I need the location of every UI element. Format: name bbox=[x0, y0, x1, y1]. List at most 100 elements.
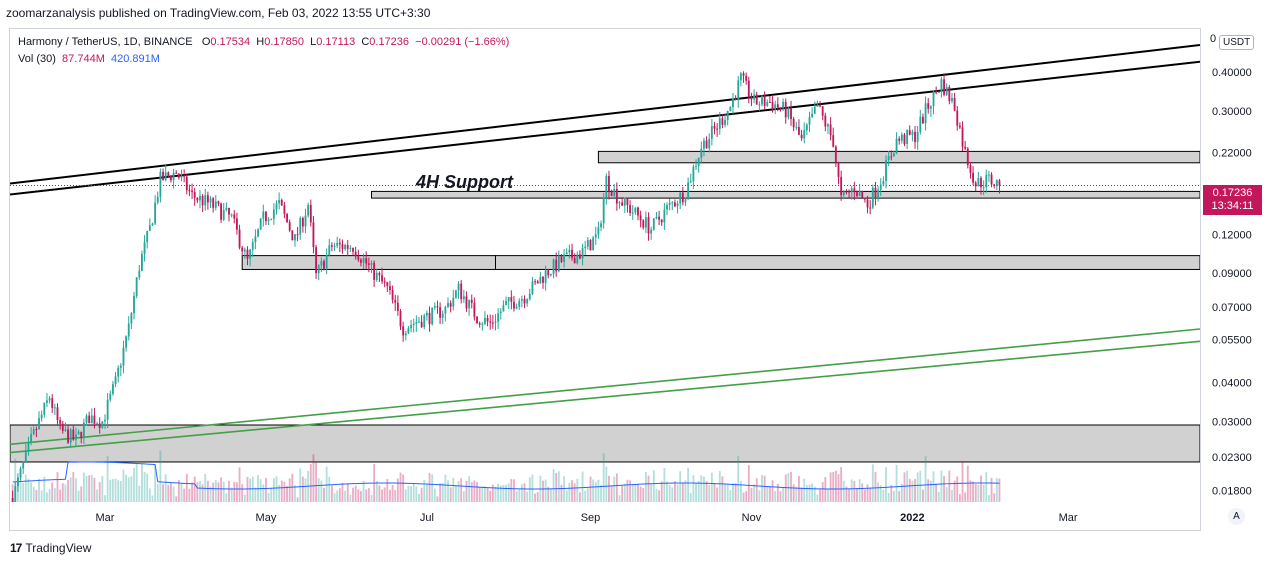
volume-bar bbox=[626, 479, 629, 502]
volume-bar bbox=[581, 471, 584, 502]
last-price-tag: 0.17236 13:34:11 bbox=[1203, 185, 1262, 215]
volume-bar bbox=[784, 474, 787, 502]
volume-bar bbox=[790, 471, 792, 502]
volume-bar bbox=[354, 485, 357, 502]
candle-body bbox=[228, 207, 230, 215]
volume-bar bbox=[710, 472, 713, 502]
volume-bar bbox=[93, 477, 96, 502]
volume-bar bbox=[486, 487, 489, 502]
candle-body bbox=[890, 156, 893, 158]
volume-bar bbox=[188, 488, 191, 502]
volume-bar bbox=[156, 483, 159, 502]
volume-bar bbox=[193, 476, 196, 502]
candle-body bbox=[990, 174, 993, 185]
volume-bar bbox=[805, 485, 808, 502]
volume-bar bbox=[845, 486, 848, 502]
candle-body bbox=[98, 423, 101, 428]
volume-bar bbox=[449, 487, 452, 502]
volume-bar bbox=[109, 479, 112, 502]
candle-body bbox=[856, 192, 858, 197]
currency-button[interactable]: USDT bbox=[1219, 35, 1255, 50]
candle-body bbox=[945, 86, 948, 95]
chart-frame[interactable] bbox=[9, 28, 1201, 531]
candle-body bbox=[251, 242, 254, 250]
candle-body bbox=[330, 245, 333, 247]
volume-bar bbox=[776, 483, 779, 502]
volume-bar bbox=[861, 483, 864, 502]
volume-bar bbox=[615, 473, 618, 502]
volume-legend: Vol (30) 87.744M 420.891M bbox=[18, 53, 160, 65]
volume-bar bbox=[46, 492, 48, 502]
candle-body bbox=[460, 283, 463, 300]
volume-bar bbox=[96, 489, 98, 502]
candle-body bbox=[747, 80, 750, 98]
price-axis: 0.400000.300000.220000.150000.120000.090… bbox=[1212, 67, 1252, 497]
candle-body bbox=[958, 125, 961, 128]
volume-bar bbox=[737, 456, 740, 502]
candle-body bbox=[528, 293, 531, 300]
volume-bar bbox=[378, 485, 381, 502]
candle-body bbox=[101, 421, 104, 428]
candle-body bbox=[341, 244, 344, 250]
candle-body bbox=[428, 312, 431, 325]
volume-bar bbox=[647, 475, 650, 502]
candle-body bbox=[821, 106, 824, 116]
candle-body bbox=[278, 199, 281, 204]
volume-bar bbox=[201, 484, 204, 502]
candle-body bbox=[222, 210, 225, 220]
volume-bar bbox=[143, 471, 146, 502]
candle-body bbox=[520, 298, 523, 301]
candle-body bbox=[454, 290, 457, 298]
candle-body bbox=[898, 138, 901, 141]
candle-body bbox=[502, 305, 505, 312]
volume-bar bbox=[375, 480, 378, 502]
candles-layer bbox=[11, 71, 1001, 502]
candle-body bbox=[716, 128, 719, 130]
candle-body bbox=[259, 218, 262, 230]
volume-bar bbox=[22, 482, 25, 502]
volume-bar bbox=[180, 483, 183, 502]
candle-body bbox=[354, 251, 357, 257]
symbol-legend: Harmony / TetherUS, 1D, BINANCE O0.17534… bbox=[18, 36, 509, 48]
candle-body bbox=[457, 283, 460, 291]
candle-body bbox=[156, 196, 159, 203]
candle-body bbox=[280, 199, 283, 206]
volume-bar bbox=[418, 493, 420, 502]
candle-body bbox=[834, 146, 837, 163]
volume-bar bbox=[428, 472, 431, 502]
candle-body bbox=[850, 188, 853, 193]
candle-body bbox=[549, 274, 552, 276]
volume-bar bbox=[246, 476, 249, 502]
volume-bar bbox=[146, 473, 149, 502]
auto-scale-button[interactable]: A bbox=[1228, 508, 1245, 525]
tradingview-logo[interactable]: 17 TradingView bbox=[10, 541, 91, 555]
volume-bar bbox=[766, 487, 769, 502]
candle-body bbox=[755, 94, 758, 105]
volume-bar bbox=[77, 490, 80, 502]
volume-bar bbox=[294, 485, 296, 502]
volume-bar bbox=[32, 486, 35, 502]
candle-body bbox=[763, 95, 766, 106]
candle-body bbox=[547, 270, 550, 276]
volume-bar bbox=[275, 476, 278, 502]
volume-bar bbox=[768, 486, 771, 502]
candle-body bbox=[798, 126, 800, 135]
volume-bar bbox=[217, 482, 220, 502]
volume-bar bbox=[478, 487, 481, 502]
candle-body bbox=[837, 162, 840, 177]
volume-bar bbox=[940, 470, 943, 502]
volume-bar bbox=[668, 485, 671, 502]
candle-body bbox=[212, 198, 215, 208]
volume-bar bbox=[328, 476, 331, 502]
candle-body bbox=[779, 107, 782, 109]
volume-bar bbox=[977, 484, 980, 502]
candle-body bbox=[484, 317, 486, 324]
candle-body bbox=[848, 191, 850, 193]
candle-body bbox=[813, 106, 816, 114]
volume-bar bbox=[995, 478, 998, 502]
volume-bar bbox=[542, 480, 544, 502]
volume-bar bbox=[879, 485, 882, 502]
candle-body bbox=[294, 234, 296, 241]
volume-bar bbox=[898, 491, 901, 502]
